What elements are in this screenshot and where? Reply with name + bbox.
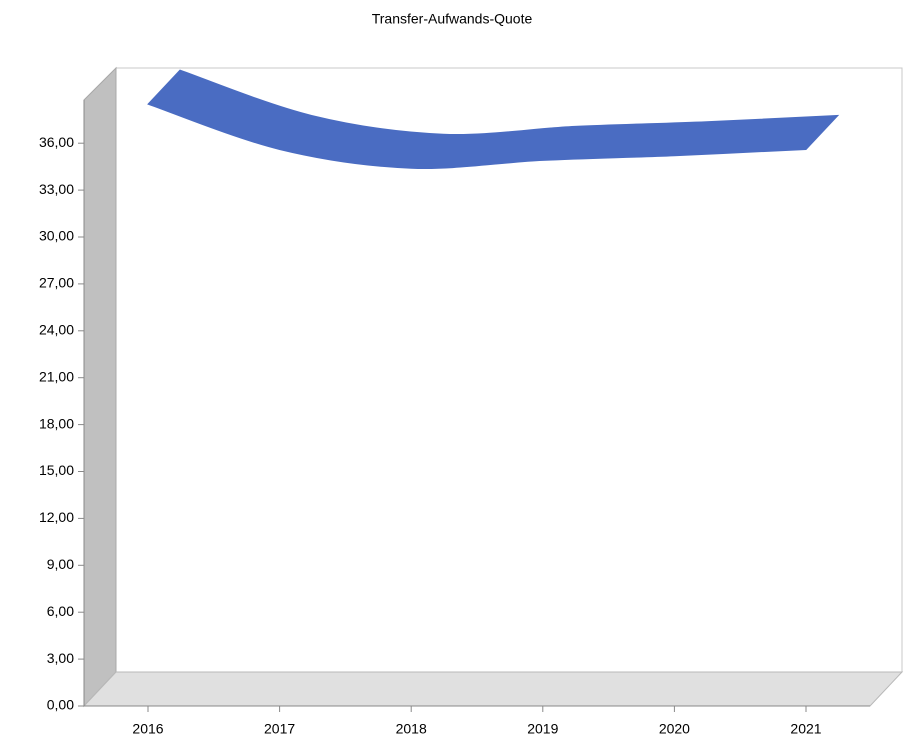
x-tick-label: 2016	[132, 721, 163, 737]
x-tick-label: 2020	[659, 721, 690, 737]
line-ribbon	[147, 69, 840, 169]
y-tick-label: 33,00	[39, 181, 74, 197]
y-tick-label: 18,00	[39, 415, 74, 431]
x-tick-label: 2018	[396, 721, 427, 737]
y-tick-label: 24,00	[39, 322, 74, 338]
floor	[82, 671, 904, 707]
y-tick-label: 27,00	[39, 275, 74, 291]
y-tick-label: 6,00	[47, 603, 74, 619]
x-tick-label: 2017	[264, 721, 295, 737]
y-tick-label: 12,00	[39, 509, 74, 525]
left-wall	[83, 66, 117, 708]
chart-title: Transfer-Aufwands-Quote	[372, 11, 533, 27]
y-tick-label: 0,00	[47, 697, 74, 713]
y-tick-label: 3,00	[47, 650, 74, 666]
y-tick-label: 21,00	[39, 368, 74, 384]
x-tick-label: 2019	[527, 721, 558, 737]
x-tick-label: 2021	[790, 721, 821, 737]
y-tick-label: 36,00	[39, 134, 74, 150]
y-tick-label: 30,00	[39, 228, 74, 244]
y-tick-label: 15,00	[39, 462, 74, 478]
y-tick-label: 9,00	[47, 556, 74, 572]
